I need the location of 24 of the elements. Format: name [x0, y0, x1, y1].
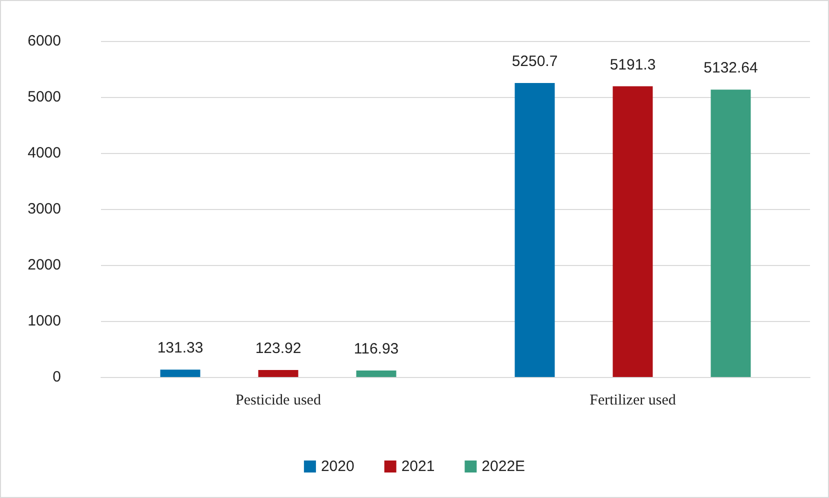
data-label: 5132.64: [704, 60, 758, 77]
bar: [710, 90, 751, 377]
x-tick-label: Pesticide used: [236, 392, 322, 408]
data-label: 116.93: [354, 340, 399, 358]
y-tick-label: 4000: [28, 144, 61, 162]
data-label: 131.33: [157, 340, 204, 357]
y-tick-label: 0: [52, 368, 61, 386]
y-tick-label: 1000: [28, 312, 61, 330]
legend-label: 2020: [320, 458, 354, 475]
data-label: 5191.3: [610, 56, 656, 74]
bar: [160, 370, 200, 377]
bar: [514, 82, 555, 377]
bar: [612, 86, 653, 377]
y-tick-label: 2000: [28, 256, 61, 274]
bar: [258, 370, 298, 377]
x-tick-label: Fertilizer used: [590, 392, 676, 408]
y-tick-label: 3000: [28, 200, 61, 218]
y-tick-label: 5000: [28, 88, 61, 106]
y-tick-label: 6000: [28, 32, 61, 50]
data-label: 5250.7: [512, 52, 558, 70]
bar: [356, 370, 396, 377]
legend-label: 2021: [401, 458, 435, 475]
data-label: 123.92: [255, 340, 302, 358]
legend-label: 2022E: [482, 458, 526, 475]
